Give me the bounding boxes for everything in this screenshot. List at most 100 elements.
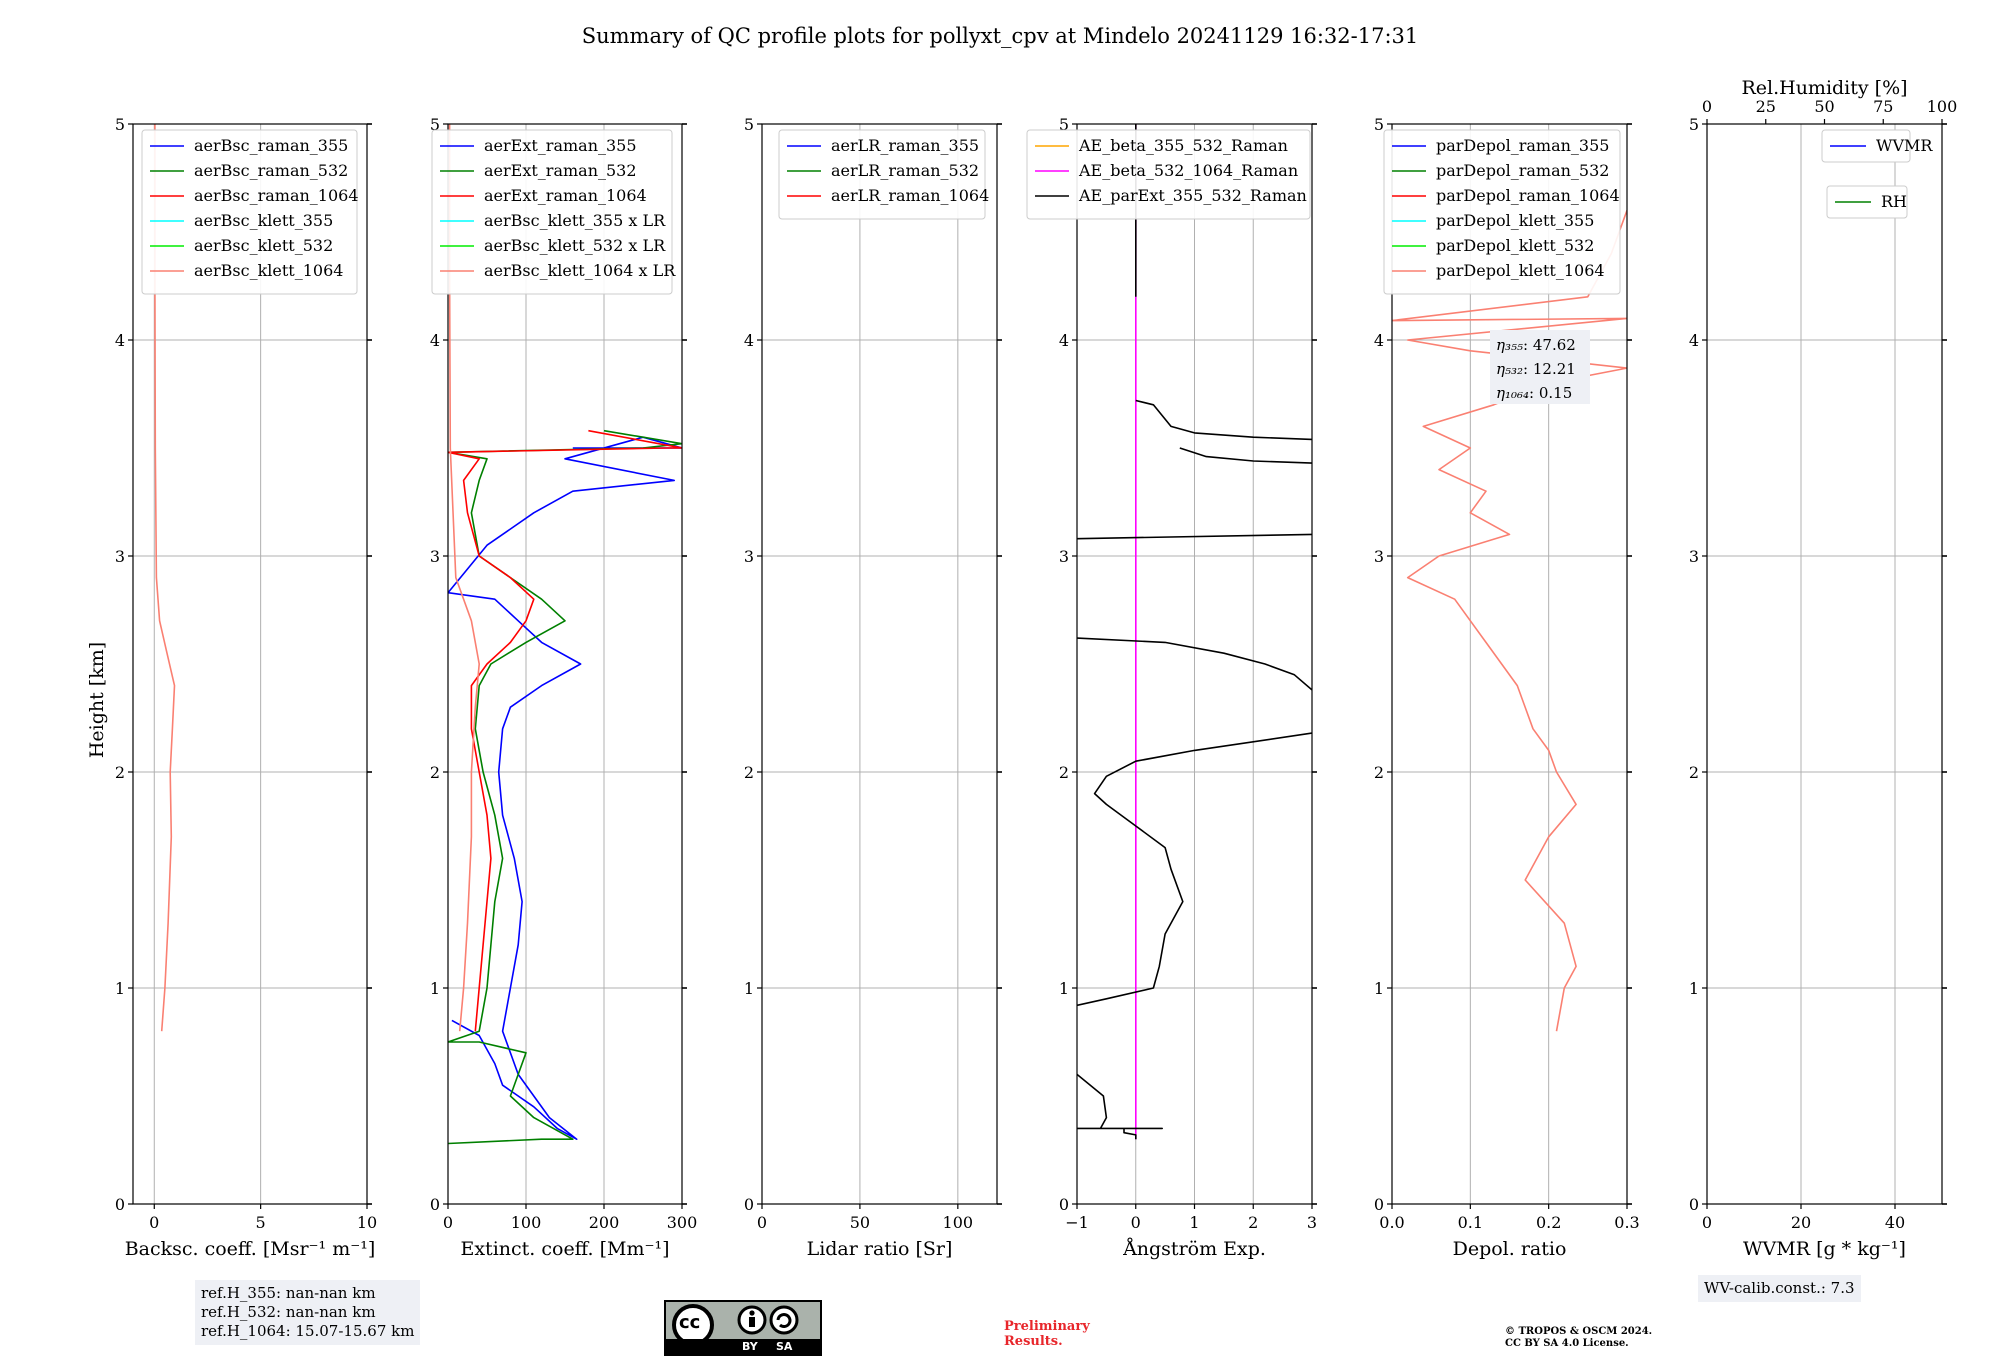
ref-height-532: ref.H_532: nan-nan km	[201, 1303, 376, 1321]
cc-license-badge: cc BY SA	[664, 1300, 822, 1356]
y-tick-label: 3	[115, 547, 125, 566]
y-tick-label: 0	[430, 1195, 440, 1214]
x-tick-label: 50	[850, 1213, 870, 1232]
x-tick-label: 0	[443, 1213, 453, 1232]
cc-sa-label: SA	[776, 1340, 793, 1353]
x-tick-label: 0	[1131, 1213, 1141, 1232]
y-tick-label: 3	[430, 547, 440, 566]
x-tick-label: 0.3	[1614, 1213, 1639, 1232]
y-tick-label: 2	[430, 763, 440, 782]
legend-label: aerBsc_klett_355 x LR	[484, 211, 666, 230]
legend-label: aerBsc_raman_532	[194, 161, 348, 180]
series-line-AE_parExt_355_532_Raman	[1077, 533, 1312, 540]
axes-frame	[1706, 123, 1943, 1205]
legend-label: aerLR_raman_532	[831, 161, 979, 180]
x-axis-label: WVMR [g * kg⁻¹]	[1743, 1238, 1906, 1260]
x-tick-label: 0.0	[1379, 1213, 1404, 1232]
top-x-tick-label: 75	[1873, 97, 1893, 116]
series-line-aerBsc_klett_1064	[154, 124, 176, 1032]
legend-label: aerLR_raman_1064	[831, 186, 989, 205]
axes-frame	[132, 123, 368, 1205]
y-tick-label: 4	[1689, 331, 1699, 350]
legend-label: aerBsc_klett_532	[194, 236, 333, 255]
preliminary-line-2: Results.	[1004, 1334, 1063, 1349]
legend: aerBsc_raman_355 aerBsc_raman_532 aerBsc_r…	[141, 129, 359, 295]
x-axis-label: Extinct. coeff. [Mm⁻¹]	[460, 1238, 669, 1260]
top-x-tick-label: 50	[1814, 97, 1834, 116]
legend: aerLR_raman_355 aerLR_raman_532 aerLR_rama…	[778, 129, 989, 220]
legend: WVMR RH	[1821, 129, 1933, 219]
x-tick-label: 100	[943, 1213, 974, 1232]
y-tick-label: 0	[1689, 1195, 1699, 1214]
series-group	[1392, 210, 1627, 1032]
series-line-AE_parExt_355_532_Raman	[1179, 447, 1312, 464]
x-tick-label: 0.2	[1536, 1213, 1561, 1232]
y-tick-label: 5	[430, 115, 440, 134]
copyright-notice: © TROPOS & OSCM 2024. CC BY SA 4.0 Licen…	[1505, 1326, 1652, 1350]
legend-label: aerExt_raman_1064	[484, 186, 647, 205]
legend: parDepol_raman_355 parDepol_raman_532 parD…	[1383, 129, 1621, 295]
eta-value: : 47.62	[1523, 336, 1576, 354]
legend-label: aerBsc_klett_1064 x LR	[484, 261, 676, 280]
y-tick-label: 2	[115, 763, 125, 782]
series-line-AE_parExt_355_532_Raman	[1077, 637, 1312, 691]
x-axis-label: Lidar ratio [Sr]	[807, 1238, 953, 1260]
y-tick-label: 1	[744, 979, 754, 998]
y-tick-label: 1	[115, 979, 125, 998]
legend-label: AE_beta_355_532_Raman	[1078, 136, 1288, 155]
x-axis-label: Ångström Exp.	[1122, 1238, 1266, 1260]
y-tick-label: 5	[1689, 115, 1699, 134]
legend-label: parDepol_raman_355	[1436, 136, 1609, 155]
y-tick-label: 0	[1374, 1195, 1384, 1214]
wv-calibration-box: WV-calib.const.: 7.3	[1698, 1275, 1861, 1302]
y-tick-label: 4	[1374, 331, 1384, 350]
series-group	[154, 124, 176, 1032]
eta-symbol: η₁₀₆₄	[1496, 384, 1529, 402]
legend-label: parDepol_klett_1064	[1436, 261, 1605, 280]
legend-label: parDepol_raman_1064	[1436, 186, 1620, 205]
legend-box	[431, 129, 673, 295]
y-tick-label: 2	[744, 763, 754, 782]
y-tick-label: 5	[1374, 115, 1384, 134]
series-line-AE_parExt_355_532_Raman	[1135, 399, 1312, 441]
preliminary-line-1: Preliminary	[1004, 1319, 1090, 1334]
x-tick-label: 1	[1189, 1213, 1199, 1232]
y-tick-label: 4	[744, 331, 754, 350]
x-tick-label: 20	[1791, 1213, 1811, 1232]
y-tick-label: 0	[115, 1195, 125, 1214]
y-tick-label: 3	[1059, 547, 1069, 566]
x-axis-label: Backsc. coeff. [Msr⁻¹ m⁻¹]	[125, 1238, 376, 1260]
ref-height-1064: ref.H_1064: 15.07-15.67 km	[201, 1322, 415, 1340]
top-x-tick-label: 100	[1927, 97, 1958, 116]
panel-3: 0 50 100 0 1 2 3 4 5 Lidar ratio [Sr] aerLR_raman_…	[744, 115, 1002, 1260]
series-group	[1077, 124, 1312, 1140]
x-tick-label: 0	[757, 1213, 767, 1232]
copyright-line-1: © TROPOS & OSCM 2024.	[1505, 1326, 1653, 1337]
y-tick-label: 3	[1689, 547, 1699, 566]
eta-symbol: η₃₅₅	[1496, 336, 1523, 354]
y-tick-label: 4	[1059, 331, 1069, 350]
y-axis-label: Height [km]	[86, 642, 108, 758]
x-tick-label: −1	[1065, 1213, 1089, 1232]
series-line-aerBsc_klett_1064 x LR	[448, 124, 481, 1032]
x-axis-label: Depol. ratio	[1453, 1238, 1567, 1260]
x-tick-label: 0	[149, 1213, 159, 1232]
legend-label: aerExt_raman_532	[484, 161, 637, 180]
y-tick-label: 2	[1689, 763, 1699, 782]
y-tick-label: 1	[430, 979, 440, 998]
y-tick-label: 3	[744, 547, 754, 566]
x-tick-label: 0.1	[1458, 1213, 1483, 1232]
y-tick-label: 1	[1059, 979, 1069, 998]
y-tick-label: 5	[115, 115, 125, 134]
series-line-AE_parExt_355_532_Raman	[1077, 1073, 1163, 1140]
preliminary-notice: Preliminary Results.	[1004, 1319, 1090, 1349]
legend-label: aerBsc_klett_532 x LR	[484, 236, 666, 255]
wv-calibration-constant: WV-calib.const.: 7.3	[1704, 1279, 1855, 1297]
legend-label: RH	[1881, 192, 1907, 211]
legend-label: parDepol_raman_532	[1436, 161, 1609, 180]
series-line-aerExt_raman_355	[448, 436, 682, 1140]
x-tick-label: 40	[1885, 1213, 1905, 1232]
